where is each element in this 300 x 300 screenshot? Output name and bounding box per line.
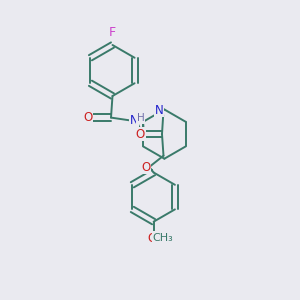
Text: F: F xyxy=(109,26,116,39)
Text: O: O xyxy=(147,232,156,245)
Text: N: N xyxy=(129,114,138,127)
Text: O: O xyxy=(136,128,145,141)
Text: O: O xyxy=(141,160,150,174)
Text: O: O xyxy=(83,111,92,124)
Text: CH₃: CH₃ xyxy=(152,233,173,243)
Text: H: H xyxy=(136,113,144,123)
Text: N: N xyxy=(154,104,164,117)
